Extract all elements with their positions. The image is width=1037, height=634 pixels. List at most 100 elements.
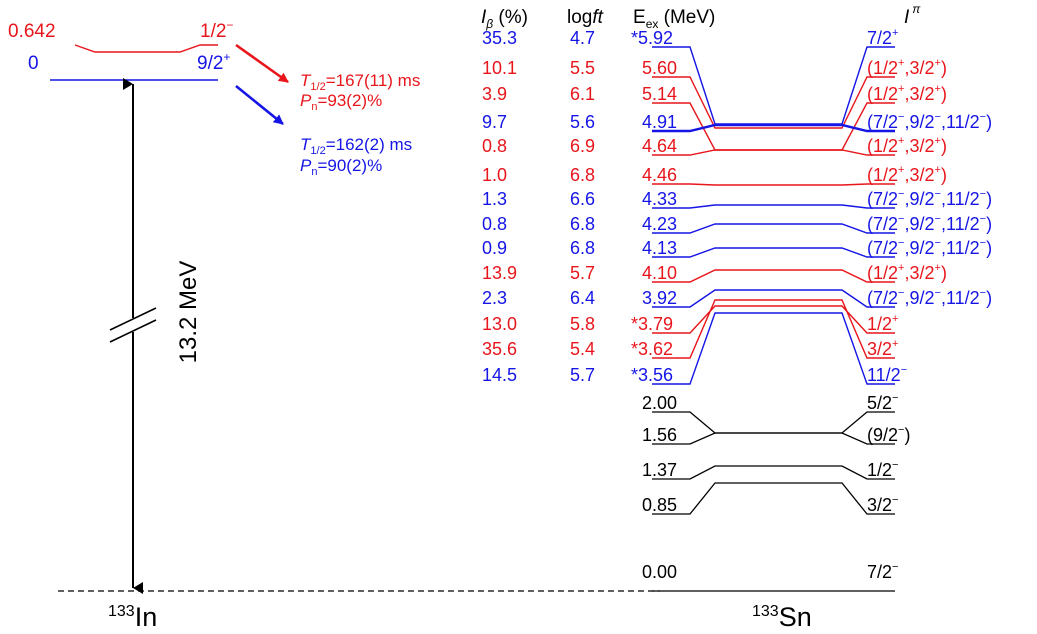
level-spin-parity: (7/2−,9/2−,11/2−) bbox=[867, 111, 992, 132]
level-line bbox=[652, 432, 895, 445]
level-line bbox=[652, 46, 895, 125]
level-energy: 4.91 bbox=[642, 112, 677, 132]
isomer-neutron-prob: Pn=93(2)% bbox=[300, 91, 382, 113]
level-beta-intensity: 9.7 bbox=[482, 112, 507, 132]
level-logft: 5.4 bbox=[570, 339, 595, 359]
isomer-decay-arrow bbox=[235, 43, 289, 84]
level-row: 0.00 7/2− bbox=[642, 561, 898, 592]
level-beta-intensity: 1.0 bbox=[482, 165, 507, 185]
level-energy: 4.10 bbox=[642, 263, 677, 283]
level-logft: 5.5 bbox=[570, 58, 595, 78]
parent-isomer-line bbox=[74, 44, 218, 53]
level-energy: 4.46 bbox=[642, 165, 677, 185]
level-row: 1.37 1/2− bbox=[642, 459, 898, 480]
level-energy: 1.56 bbox=[642, 425, 677, 445]
level-line bbox=[652, 299, 895, 359]
level-beta-intensity: 0.8 bbox=[482, 136, 507, 156]
q-value-label: 13.2 MeV bbox=[175, 261, 202, 364]
isomer-half-life: T1/2=167(11) ms bbox=[300, 71, 420, 93]
level-logft: 6.4 bbox=[570, 288, 595, 308]
axis-break-mark bbox=[109, 307, 157, 331]
level-line bbox=[652, 482, 895, 515]
level-line bbox=[652, 247, 895, 258]
header-beta-intensity: Iβ (%) bbox=[481, 7, 528, 31]
level-spin-parity: 5/2− bbox=[867, 392, 898, 413]
level-line bbox=[652, 305, 895, 334]
level-energy: *3.56 bbox=[631, 365, 673, 385]
level-logft: 6.9 bbox=[570, 136, 595, 156]
level-row: 0.8 6.9 4.64 (1/2+,3/2+) bbox=[482, 135, 947, 156]
axis-break-mark bbox=[109, 319, 157, 343]
level-spin-parity: (1/2+,3/2+) bbox=[867, 57, 947, 78]
level-line bbox=[652, 76, 895, 129]
level-energy: 1.37 bbox=[642, 460, 677, 480]
level-energy: 5.14 bbox=[642, 84, 677, 104]
level-row: 13.9 5.7 4.10 (1/2+,3/2+) bbox=[482, 262, 947, 283]
daughter-nucleus-label: 133Sn bbox=[752, 602, 812, 632]
q-value-arrow: 13.2 MeV bbox=[109, 78, 202, 594]
level-logft: 5.8 bbox=[570, 314, 595, 334]
level-energy: 0.00 bbox=[642, 562, 677, 582]
level-spin-parity: (7/2−,9/2−,11/2−) bbox=[867, 213, 992, 234]
level-logft: 6.8 bbox=[570, 165, 595, 185]
level-logft: 6.1 bbox=[570, 84, 595, 104]
level-row: 1.3 6.6 4.33 (7/2−,9/2−,11/2−) bbox=[482, 188, 992, 209]
level-spin-parity: (7/2−,9/2−,11/2−) bbox=[867, 188, 992, 209]
level-line bbox=[652, 149, 895, 156]
parent-nucleus-label: 133In bbox=[108, 602, 157, 632]
level-energy: *3.62 bbox=[631, 339, 673, 359]
parent-isomer-energy: 0.642 bbox=[8, 21, 56, 42]
level-spin-parity: 1/2+ bbox=[867, 313, 898, 334]
header-logft: logft bbox=[567, 7, 604, 28]
level-beta-intensity: 14.5 bbox=[482, 365, 517, 385]
level-line bbox=[652, 123, 895, 133]
level-beta-intensity: 0.9 bbox=[482, 238, 507, 258]
level-line bbox=[652, 312, 895, 385]
ground-half-life: T1/2=162(2) ms bbox=[300, 135, 412, 157]
level-beta-intensity: 0.8 bbox=[482, 214, 507, 234]
level-row: 2.00 5/2− bbox=[642, 392, 898, 434]
level-row: 2.3 6.4 3.92 (7/2−,9/2−,11/2−) bbox=[482, 287, 992, 308]
level-spin-parity: (1/2+,3/2+) bbox=[867, 262, 947, 283]
level-spin-parity: 7/2− bbox=[867, 561, 898, 582]
level-spin-parity: (9/2−) bbox=[867, 424, 910, 445]
level-energy: 4.23 bbox=[642, 214, 677, 234]
level-energy: 3.92 bbox=[642, 288, 677, 308]
level-spin-parity: (1/2+,3/2+) bbox=[867, 83, 947, 104]
level-row: 14.5 5.7 *3.56 11/2− bbox=[482, 312, 907, 385]
level-spin-parity: 7/2+ bbox=[867, 27, 898, 48]
level-line bbox=[652, 102, 895, 151]
level-energy: *5.92 bbox=[631, 28, 673, 48]
level-spin-parity: 11/2− bbox=[867, 364, 907, 385]
level-beta-intensity: 13.9 bbox=[482, 263, 517, 283]
level-spin-parity: 3/2− bbox=[867, 494, 898, 515]
isomer-decay-info: T1/2=167(11) ms Pn=93(2)% bbox=[300, 71, 420, 113]
parent-ground-spin: 9/2+ bbox=[197, 50, 230, 74]
level-spin-parity: (7/2−,9/2−,11/2−) bbox=[867, 287, 992, 308]
level-row: 9.7 5.6 4.91 (7/2−,9/2−,11/2−) bbox=[482, 111, 992, 133]
level-energy: 4.64 bbox=[642, 136, 677, 156]
level-beta-intensity: 2.3 bbox=[482, 288, 507, 308]
parent-isomer-level: 0.642 1/2− bbox=[8, 18, 233, 53]
level-spin-parity: 1/2− bbox=[867, 459, 898, 480]
level-energy: 4.13 bbox=[642, 238, 677, 258]
level-beta-intensity: 3.9 bbox=[482, 84, 507, 104]
level-logft: 5.6 bbox=[570, 112, 595, 132]
level-beta-intensity: 10.1 bbox=[482, 58, 517, 78]
level-line bbox=[652, 269, 895, 283]
level-spin-parity: 3/2+ bbox=[867, 338, 898, 359]
level-logft: 6.6 bbox=[570, 189, 595, 209]
level-beta-intensity: 13.0 bbox=[482, 314, 517, 334]
header-excitation-energy: Eex (MeV) bbox=[633, 7, 715, 31]
level-logft: 6.8 bbox=[570, 238, 595, 258]
daughter-levels: 35.3 4.7 *5.92 7/2+ 10.1 5.5 5.60 (1/2+,3/2+) 3.… bbox=[482, 27, 992, 592]
level-row: 10.1 5.5 5.60 (1/2+,3/2+) bbox=[482, 57, 947, 129]
level-logft: 4.7 bbox=[570, 28, 595, 48]
level-row: 1.0 6.8 4.46 (1/2+,3/2+) bbox=[482, 164, 947, 186]
level-energy: *3.79 bbox=[631, 314, 673, 334]
level-line bbox=[652, 411, 895, 434]
level-line bbox=[652, 204, 895, 209]
parent-isomer-spin: 1/2− bbox=[200, 18, 233, 42]
